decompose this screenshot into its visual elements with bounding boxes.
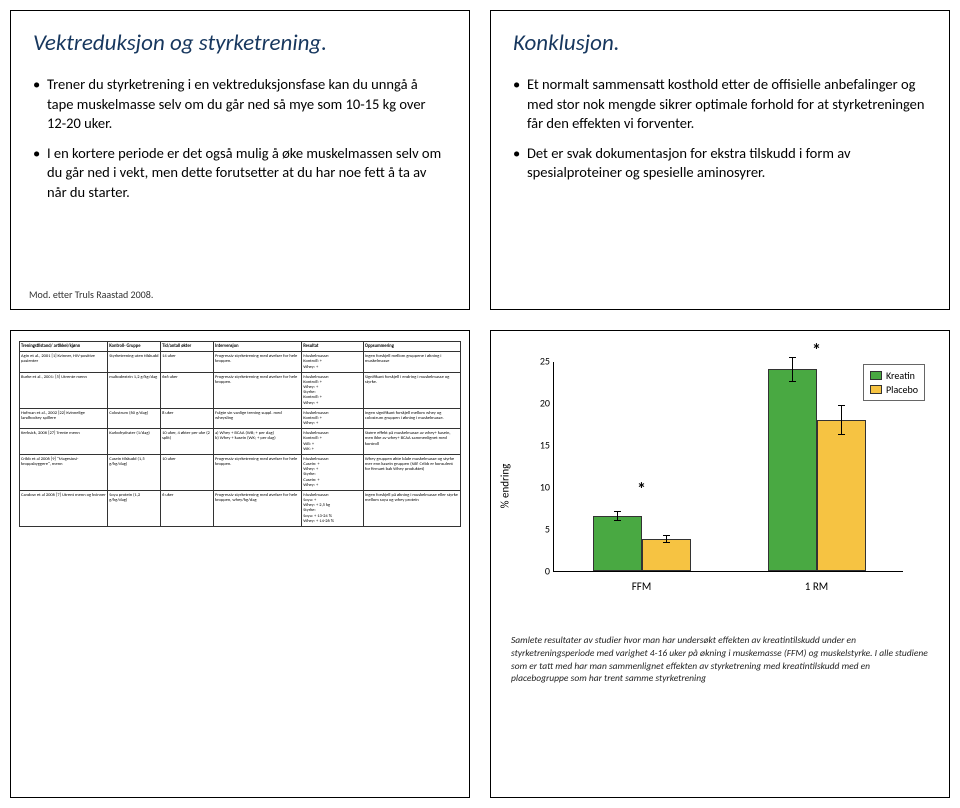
table-cell: Ingen forskjell mellom gruppene i økning… (363, 352, 460, 373)
bullet: I en kortere periode er det også mulig å… (33, 144, 447, 203)
table-cell: Kerksick, 2006 [27] Trente menn (20, 429, 108, 455)
table-header: Kontroll- Gruppe (108, 342, 161, 352)
table-row: Candow et al 2006 [7] Utrent menn og kvi… (20, 490, 461, 526)
table-row: Kerksick, 2006 [27] Trente mennKarbohydr… (20, 429, 461, 455)
chart-legend: KreatinPlacebo (863, 364, 925, 401)
significance-star-icon: * (637, 478, 646, 500)
bar-placebo (817, 420, 866, 571)
table-cell: Karbohydrater (1/dag) (108, 429, 161, 455)
table-cell: Colostrum (60 g/dag) (108, 408, 161, 429)
error-bar (792, 357, 793, 382)
table-cell: Muskelmasse: Soya: + Whey: + 2,5 kg Styr… (302, 490, 364, 526)
y-tick-label: 0 (530, 565, 550, 578)
bullet: Et normalt sammensatt kosthold etter de … (513, 75, 927, 134)
chart-plot-area: 0510152025FFM1 RM** (553, 362, 903, 572)
error-bar (617, 511, 618, 521)
table-cell: Signifikant forskjell i endring i muskel… (363, 372, 460, 408)
legend-swatch (870, 371, 882, 380)
error-bar (841, 405, 842, 435)
slide2-bullets: Et normalt sammensatt kosthold etter de … (513, 75, 927, 183)
table-cell: Hofman et al., 2002 [22] Kvinnelige land… (20, 408, 108, 429)
legend-label: Placebo (886, 383, 918, 396)
y-tick-label: 5 (530, 523, 550, 536)
table-cell: Agin et al., 2001 [1] Kvinner, HIV-posit… (20, 352, 108, 373)
table-cell: 8 uker (161, 408, 214, 429)
legend-entry: Placebo (870, 383, 918, 396)
table-cell: a) Whey + BCAA (WB; + per dag) b) Whey +… (214, 429, 302, 455)
table-cell: Ingen forskjell på økning i muskelmasse … (363, 490, 460, 526)
table-cell: Casein tilskudd (1,5 g/kg/dag) (108, 454, 161, 490)
bar-chart: % endring 0510152025FFM1 RM** KreatinPla… (511, 356, 931, 616)
bar-kreatin (768, 369, 817, 571)
table-header: Resultat (302, 342, 364, 352)
table-header: Oppsummering (363, 342, 460, 352)
table-cell: Candow et al 2006 [7] Utrent menn og kvi… (20, 490, 108, 526)
bullet: Trener du styrketrening i en vektreduksj… (33, 75, 447, 134)
y-tick-label: 20 (530, 397, 550, 410)
table-cell: 14 uker (161, 352, 214, 373)
table-header: Treningstilstand/ artikkel/kjønn (20, 342, 108, 352)
bullet: Det er svak dokumentasjon for ekstra til… (513, 144, 927, 183)
legend-swatch (870, 385, 882, 394)
y-tick-label: 15 (530, 439, 550, 452)
table-cell: 6 uker (161, 490, 214, 526)
table-cell: 6x6 uker (161, 372, 214, 408)
x-category-label: 1 RM (805, 580, 828, 593)
slide-vektreduksjon: Vektreduksjon og styrketrening. Trener d… (10, 10, 470, 310)
y-tick-label: 10 (530, 481, 550, 494)
y-tick-label: 25 (530, 355, 550, 368)
table-cell: maltodextrin 1,2 g/kg/dag (108, 372, 161, 408)
evidence-table: Treningstilstand/ artikkel/kjønnKontroll… (19, 341, 461, 527)
table-cell: Cribb et al 2006 [9] "Magesiosi-kroppsby… (20, 454, 108, 490)
table-row: Agin et al., 2001 [1] Kvinner, HIV-posit… (20, 352, 461, 373)
bar-kreatin (593, 516, 642, 571)
slide1-citation: Mod. etter Truls Raastad 2008. (29, 289, 153, 301)
table-cell: Muskelmasse: Kontroll: + WB: + WK: + (302, 429, 364, 455)
table-cell: Whey gruppen økte både muskelmasse og st… (363, 454, 460, 490)
table-header: Intervensjon (214, 342, 302, 352)
slide1-title: Vektreduksjon og styrketrening. (33, 29, 447, 57)
table-cell: 10 uker, 4 økter per uke (2 split) (161, 429, 214, 455)
table-cell: Soya protein (1,2 g/kg/dag) (108, 490, 161, 526)
y-axis-label: % endring (499, 464, 512, 509)
bar-placebo (642, 539, 691, 571)
table-row: Cribb et al 2006 [9] "Magesiosi-kroppsby… (20, 454, 461, 490)
table-cell: 10 uker (161, 454, 214, 490)
legend-label: Kreatin (886, 369, 915, 382)
slide-konklusjon: Konklusjon. Et normalt sammensatt kostho… (490, 10, 950, 310)
table-cell: Progressiv styrketrening med øvelser for… (214, 352, 302, 373)
table-cell: Fulgte sin vanlige trening suppl. med wh… (214, 408, 302, 429)
table-cell: Progressiv styrketrening med øvelser for… (214, 372, 302, 408)
table-cell: Større effekt på muskelmasse av whey+ ka… (363, 429, 460, 455)
x-category-label: FFM (632, 580, 652, 593)
slide-kreatin-chart: % endring 0510152025FFM1 RM** KreatinPla… (490, 330, 950, 798)
table-cell: Ingen signifikant forskjell mellom whey … (363, 408, 460, 429)
table-cell: Progressiv styrketrening med øvelser for… (214, 454, 302, 490)
legend-entry: Kreatin (870, 369, 918, 382)
table-cell: Styrketrening uten tilskudd (108, 352, 161, 373)
table-cell: Muskelmasse: Kontroll: + Whey: + (302, 408, 364, 429)
table-cell: Burke et al., 2001: [5] Utrente menn (20, 372, 108, 408)
slide1-bullets: Trener du styrketrening i en vektreduksj… (33, 75, 447, 202)
chart-caption: Samlete resultater av studier hvor man h… (511, 634, 929, 685)
table-cell: Muskelmasse: Kontroll: + Whey: + Styrke:… (302, 372, 364, 408)
table-row: Burke et al., 2001: [5] Utrente mennmalt… (20, 372, 461, 408)
slide-evidence-table: Treningstilstand/ artikkel/kjønnKontroll… (10, 330, 470, 798)
table-header: Tid/antall økter (161, 342, 214, 352)
table-row: Hofman et al., 2002 [22] Kvinnelige land… (20, 408, 461, 429)
table-cell: Progressiv styrketrening med øvelser for… (214, 490, 302, 526)
error-bar (666, 535, 667, 543)
slide2-title: Konklusjon. (513, 29, 927, 57)
table-cell: Muskelmasse: Casein: + Whey: + Styrke: C… (302, 454, 364, 490)
significance-star-icon: * (812, 339, 821, 361)
table-cell: Muskelmasse: Kontroll: + Whey: + (302, 352, 364, 373)
